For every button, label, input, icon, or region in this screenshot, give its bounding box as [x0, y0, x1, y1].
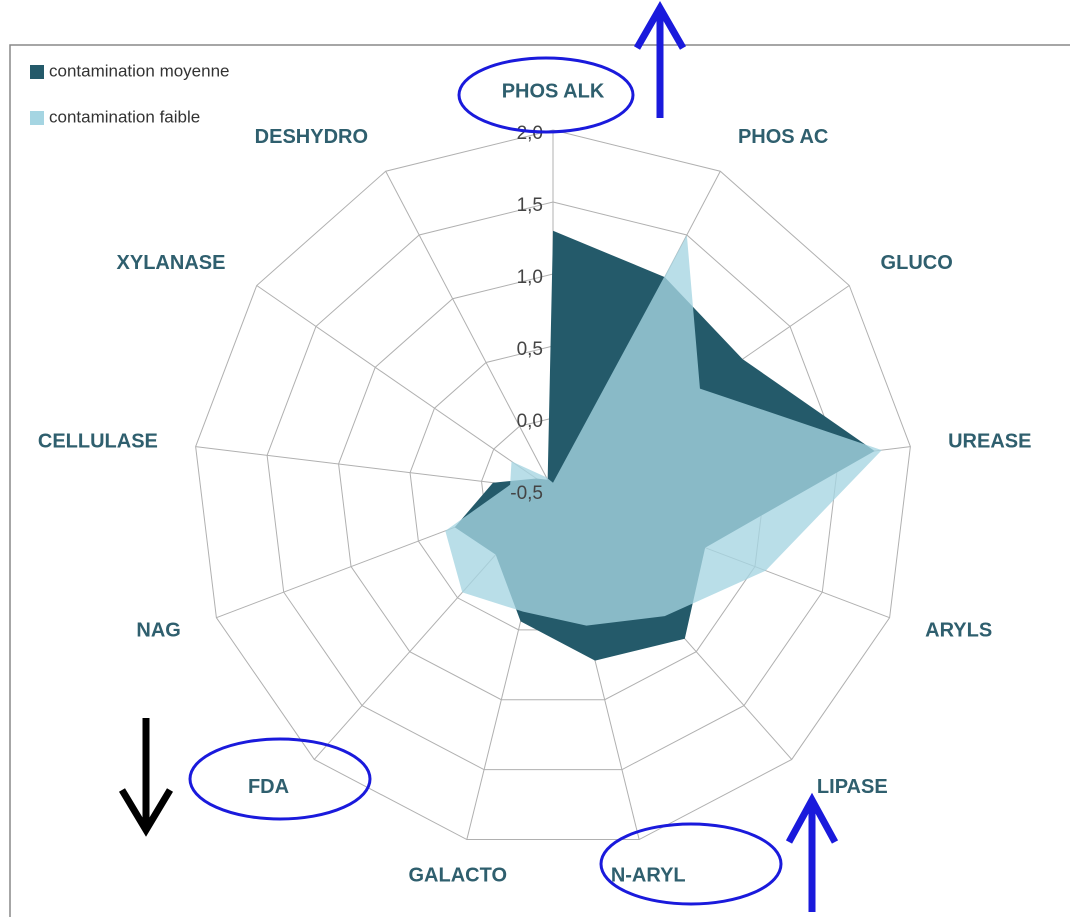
y-tick-label: 2,0	[517, 123, 543, 144]
category-label: GLUCO	[881, 252, 953, 274]
category-label: LIPASE	[817, 776, 888, 798]
category-label: GALACTO	[408, 865, 507, 887]
highlight-ellipse	[457, 56, 635, 134]
legend-label: contamination moyenne	[49, 61, 230, 80]
highlight-ellipse	[188, 737, 372, 821]
y-tick-label: 0,0	[517, 411, 543, 432]
category-label: XYLANASE	[117, 252, 226, 274]
marks	[445, 230, 882, 661]
legend-swatch	[30, 65, 44, 79]
y-tick-label: 1,0	[517, 267, 543, 288]
category-label: PHOS ALK	[502, 80, 605, 102]
y-tick-label: 0,5	[517, 339, 543, 360]
grid-spoke	[256, 285, 554, 491]
series-area	[445, 234, 882, 626]
category-label: CELLULASE	[38, 430, 158, 452]
annotations	[118, 0, 839, 912]
grid-ring	[195, 129, 911, 841]
labels: -0,5 0,0 0,5 1,0 1,5 2,0 PHOS ALK PHOS AC GLUCO U…	[38, 80, 1032, 886]
category-label: PHOS AC	[738, 126, 828, 148]
category-label: DESHYDRO	[255, 126, 368, 148]
y-tick-label: -0,5	[510, 483, 543, 504]
up-arrow	[633, 0, 687, 118]
legend-swatch	[30, 111, 44, 125]
grid-spoke	[385, 171, 554, 491]
category-label: N-ARYL	[611, 865, 686, 887]
category-label: NAG	[136, 619, 180, 641]
highlight-ellipse	[599, 822, 783, 906]
grid-ring	[266, 201, 840, 771]
up-arrow	[785, 792, 839, 912]
category-label: ARYLS	[925, 619, 992, 641]
category-label: FDA	[248, 776, 289, 798]
down-arrow	[118, 718, 174, 837]
legend-label: contamination faible	[49, 107, 200, 126]
y-tick-label: 1,5	[517, 195, 543, 216]
category-label: UREASE	[948, 430, 1031, 452]
legend: contamination moyenne contamination faibl…	[30, 61, 230, 126]
